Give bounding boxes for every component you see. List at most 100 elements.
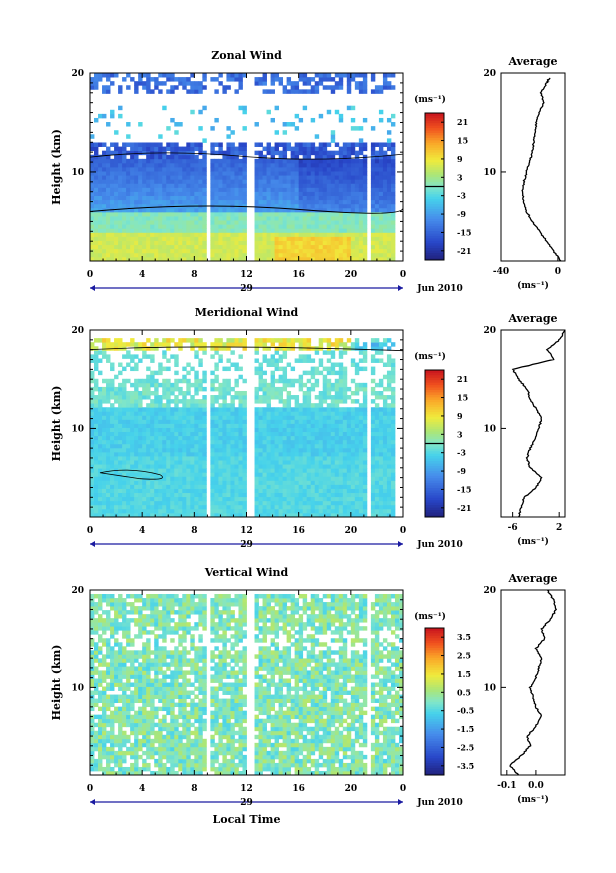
heatmap-cell: [202, 447, 207, 453]
heatmap-cell: [338, 338, 344, 343]
heatmap-cell: [178, 508, 183, 514]
heatmap-cell: [274, 423, 279, 428]
heatmap-cell: [326, 142, 332, 147]
heatmap-cell: [198, 109, 203, 115]
heatmap-cell: [350, 431, 356, 437]
heatmap-cell: [306, 89, 312, 94]
heatmap-cell: [290, 512, 296, 518]
heatmap-cell: [138, 158, 143, 164]
heatmap-cell: [142, 484, 147, 489]
heatmap-cell: [262, 183, 267, 188]
heatmap-cell: [114, 435, 119, 441]
heatmap-cell: [198, 81, 203, 86]
heatmap-cell: [342, 240, 348, 246]
heatmap-cell: [338, 77, 344, 82]
heatmap-cell: [326, 350, 332, 355]
heatmap-cell: [234, 460, 239, 465]
heatmap-cell: [322, 407, 328, 412]
heatmap-cell: [254, 492, 259, 498]
heatmap-cell: [190, 158, 195, 164]
heatmap-cell: [266, 464, 271, 469]
heatmap-cell: [178, 162, 183, 168]
heatmap-cell: [258, 512, 263, 518]
heatmap-cell: [126, 476, 131, 481]
heatmap-cell: [254, 191, 259, 197]
heatmap-cell: [334, 484, 340, 489]
heatmap-cell: [230, 158, 235, 164]
heatmap-cell: [126, 390, 131, 396]
heatmap-cell: [294, 150, 300, 156]
heatmap-cell: [338, 187, 344, 192]
heatmap-cell: [390, 228, 396, 233]
heatmap-cell: [274, 73, 279, 78]
heatmap-cell: [278, 354, 284, 359]
heatmap-cell: [310, 240, 316, 246]
heatmap-cell: [302, 203, 308, 209]
heatmap-cell: [242, 187, 247, 192]
heatmap-cell: [318, 411, 324, 416]
heatmap-cell: [186, 500, 191, 506]
heatmap-cell: [158, 500, 163, 506]
heatmap-cell: [134, 256, 139, 262]
heatmap-cell: [214, 492, 219, 498]
heatmap-cell: [314, 220, 320, 225]
heatmap-cell: [222, 419, 227, 424]
heatmap-cell: [386, 256, 392, 262]
heatmap-cell: [334, 142, 340, 147]
heatmap-cell: [338, 427, 344, 433]
heatmap-cell: [330, 199, 336, 205]
heatmap-cell: [346, 211, 352, 217]
heatmap-cell: [202, 77, 207, 82]
heatmap-cell: [290, 228, 296, 233]
heatmap-cell: [198, 179, 203, 184]
heatmap-cell: [294, 496, 300, 502]
heatmap-cell: [318, 207, 324, 213]
heatmap-cell: [354, 183, 360, 188]
heatmap-cell: [338, 203, 344, 209]
heatmap-cell: [126, 240, 131, 246]
heatmap-cell: [214, 350, 219, 355]
heatmap-cell: [310, 142, 316, 147]
heatmap-cell: [282, 130, 288, 135]
heatmap-cell: [126, 252, 131, 258]
heatmap-cell: [326, 183, 332, 188]
heatmap-cell: [90, 411, 95, 416]
heatmap-cell: [210, 248, 215, 254]
heatmap-cell: [198, 382, 203, 388]
heatmap-cell: [102, 113, 107, 119]
heatmap-cell: [314, 378, 320, 384]
heatmap-cell: [134, 228, 139, 233]
heatmap-cell: [254, 158, 259, 164]
heatmap-cell: [354, 252, 360, 258]
heatmap-cell: [314, 496, 320, 502]
heatmap-cell: [302, 443, 308, 449]
heatmap-cell: [170, 382, 175, 388]
heatmap-cell: [202, 162, 207, 168]
heatmap-cell: [142, 439, 147, 445]
heatmap-cell: [286, 451, 292, 457]
heatmap-cell: [106, 252, 111, 258]
heatmap-cell: [302, 142, 308, 147]
heatmap-cell: [214, 240, 219, 246]
heatmap-cell: [346, 464, 352, 469]
heatmap-cell: [258, 207, 263, 213]
heatmap-cell: [178, 158, 183, 164]
heatmap-cell: [98, 504, 103, 510]
heatmap-cell: [154, 468, 159, 473]
heatmap-cell: [182, 158, 187, 164]
heatmap-cell: [342, 439, 348, 445]
heatmap-cell: [94, 464, 99, 469]
heatmap-cell: [354, 443, 360, 449]
heatmap-cell: [98, 415, 103, 420]
heatmap-cell: [386, 81, 392, 86]
heatmap-cell: [374, 403, 380, 408]
heatmap-cell: [226, 199, 231, 205]
heatmap-cell: [310, 476, 316, 481]
heatmap-cell: [322, 216, 328, 221]
heatmap-cell: [134, 419, 139, 424]
heatmap-cell: [346, 411, 352, 416]
month-label: Jun 2010: [416, 284, 463, 294]
heatmap-cell: [310, 431, 316, 437]
heatmap-cell: [226, 244, 231, 250]
heatmap-cell: [278, 447, 284, 453]
